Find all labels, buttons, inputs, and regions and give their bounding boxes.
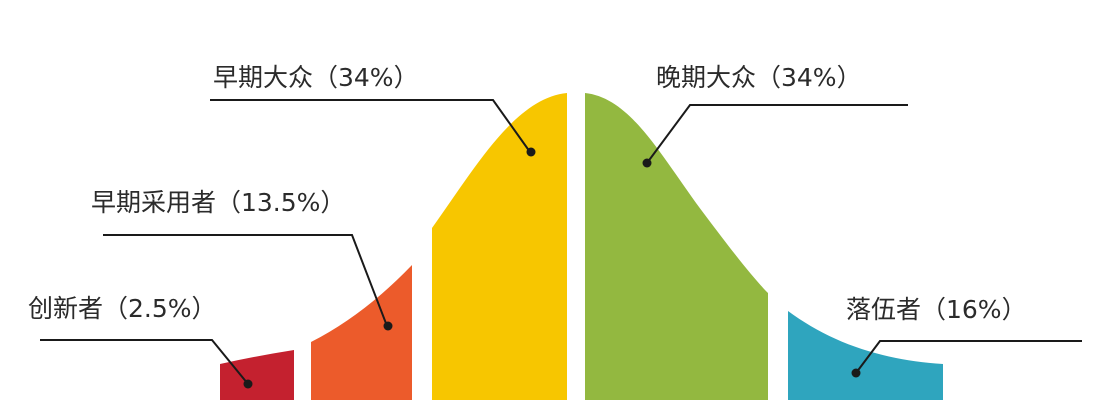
marker-dot-early-adopters xyxy=(383,321,393,331)
leader-line-early-majority xyxy=(210,99,531,153)
leader-line-early-adopters xyxy=(103,234,388,327)
marker-dot-laggards xyxy=(851,368,861,378)
marker-dot-early-majority xyxy=(526,147,536,157)
label-laggards: 落伍者（16%） xyxy=(846,295,1027,324)
segment-early-majority xyxy=(432,93,567,400)
segment-innovators xyxy=(220,350,294,400)
segment-laggards xyxy=(788,311,943,400)
label-innovators: 创新者（2.5%） xyxy=(28,294,217,323)
marker-dot-innovators xyxy=(243,379,253,389)
leader-line-late-majority xyxy=(646,104,908,164)
leader-line-innovators xyxy=(40,339,249,385)
segment-early-adopters xyxy=(311,265,412,400)
label-early-majority: 早期大众（34%） xyxy=(213,63,419,92)
leader-line-laggards xyxy=(855,340,1082,374)
marker-dot-late-majority xyxy=(642,158,652,168)
label-early-adopters: 早期采用者（13.5%） xyxy=(91,188,346,217)
segment-late-majority xyxy=(585,93,768,400)
label-late-majority: 晚期大众（34%） xyxy=(656,63,862,92)
